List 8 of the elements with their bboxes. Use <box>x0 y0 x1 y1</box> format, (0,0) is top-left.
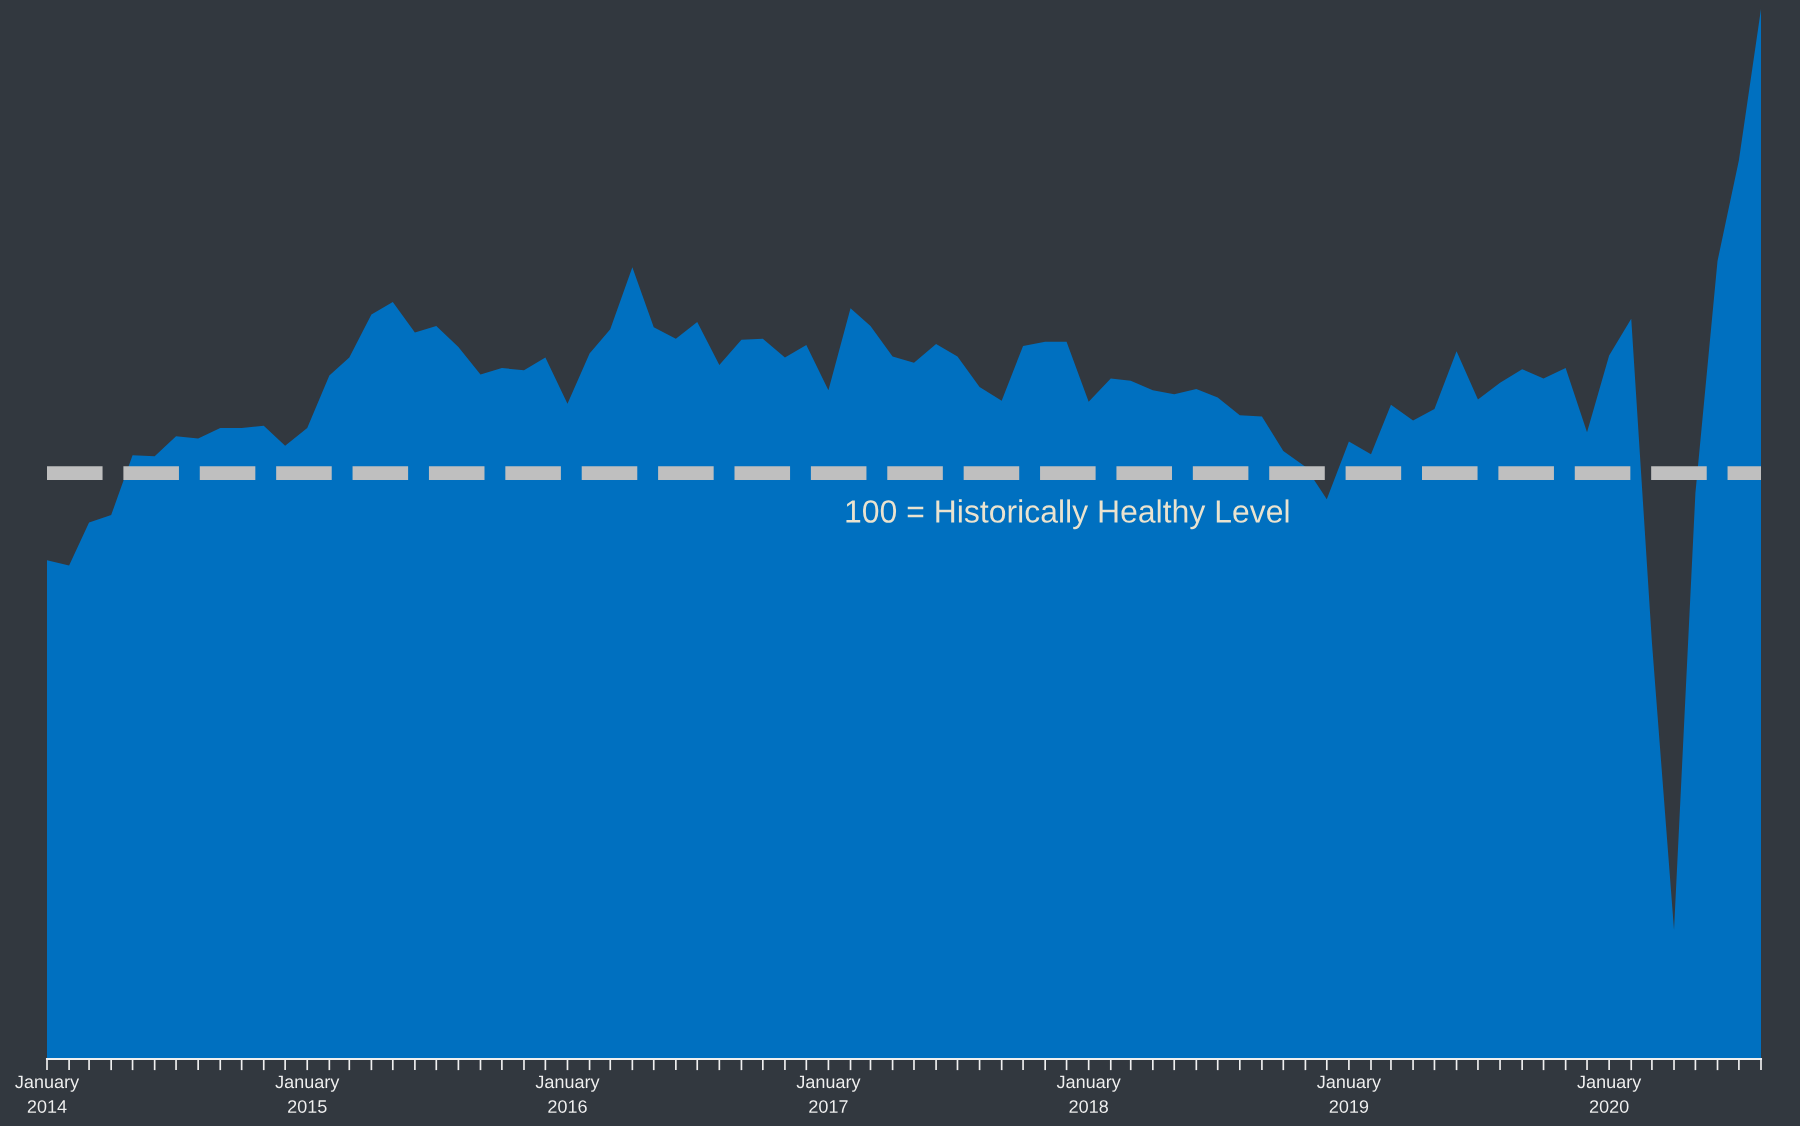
ref-line-label: 100 = Historically Healthy Level <box>846 499 1289 530</box>
x-tick-label: January 2015 <box>275 1075 340 1113</box>
x-tick-label: January 2016 <box>535 1075 600 1113</box>
x-tick-label: January 2014 <box>15 1075 80 1113</box>
x-tick-label: January 2017 <box>796 1075 861 1113</box>
x-tick-label: January 2020 <box>1577 1075 1642 1113</box>
x-tick-label: January 2019 <box>1317 1075 1381 1113</box>
x-tick-label: January 2018 <box>1056 1075 1121 1113</box>
